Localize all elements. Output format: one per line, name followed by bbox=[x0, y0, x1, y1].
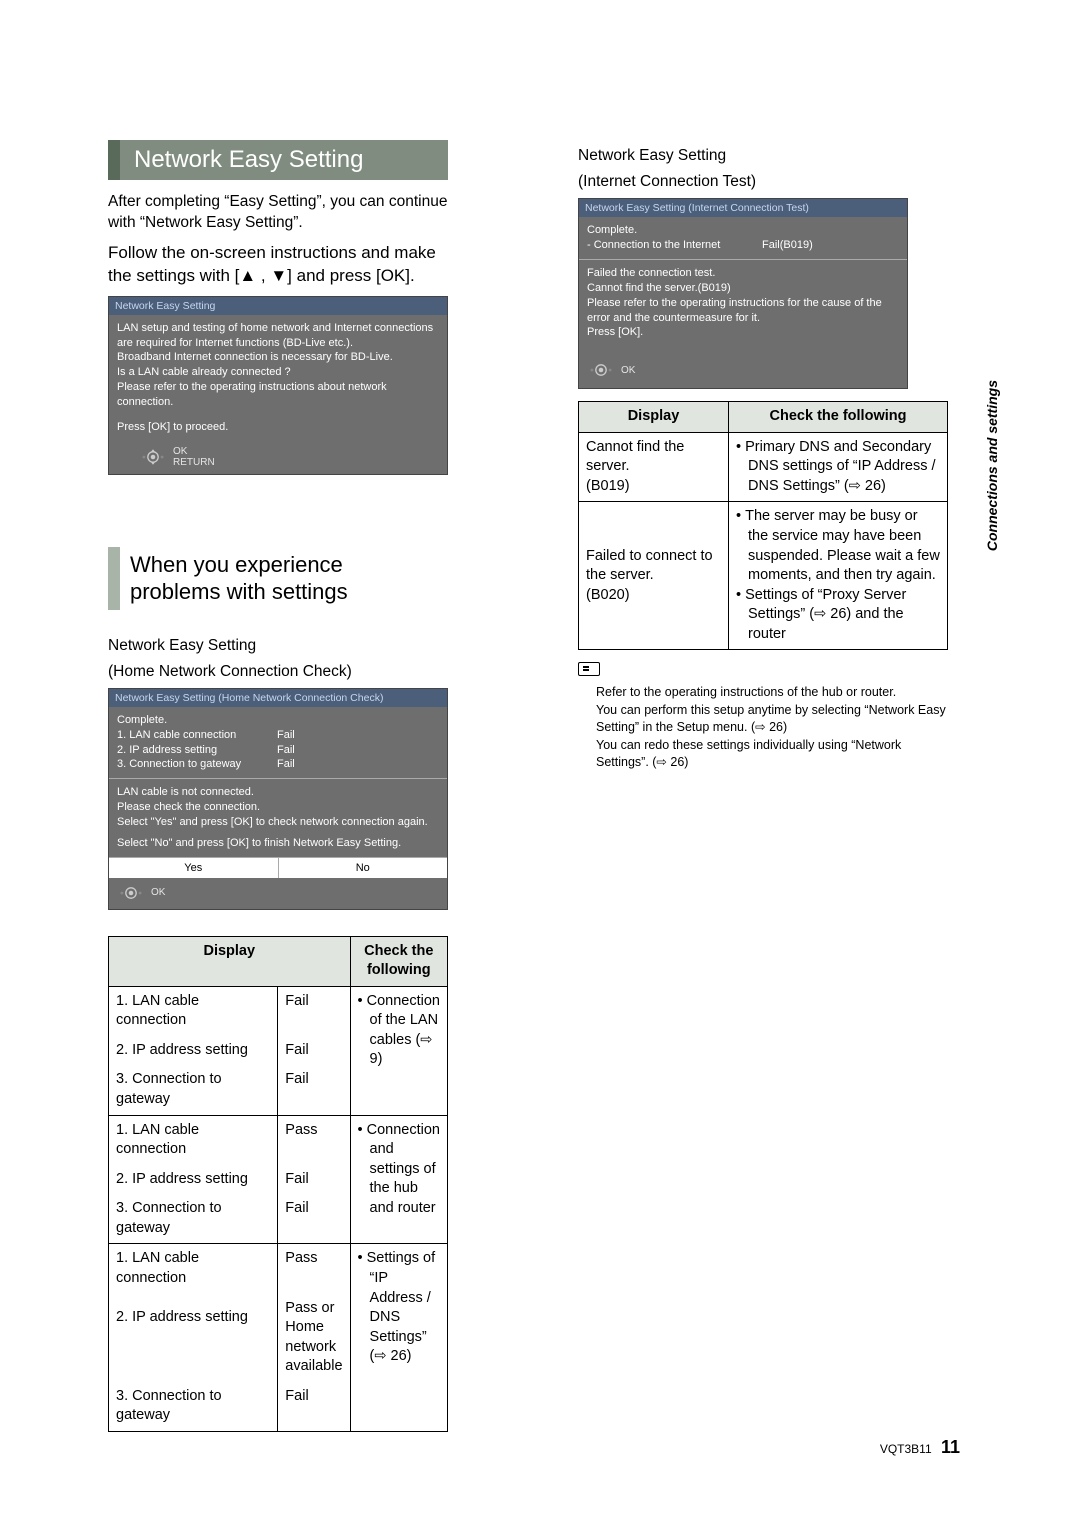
table-row-label: 1. LAN cable connection bbox=[109, 986, 278, 1036]
table-row-status: Pass bbox=[278, 1244, 350, 1294]
table-row-label: 3. Connection to gateway bbox=[109, 1382, 278, 1432]
table-row-status: Fail bbox=[278, 1036, 350, 1066]
table1-check-0: Connection of the LAN cables (⇨ 9) bbox=[358, 992, 440, 1070]
table-row-status: Fail bbox=[278, 1165, 350, 1195]
intro-text-2: Follow the on-screen instructions and ma… bbox=[108, 242, 448, 288]
page-footer: VQT3B11 11 bbox=[880, 1437, 960, 1458]
intro-text-1: After completing “Easy Setting”, you can… bbox=[108, 192, 448, 234]
table-row-label: 2. IP address setting bbox=[109, 1294, 278, 1382]
dialog-home-network-check: Network Easy Setting (Home Network Conne… bbox=[108, 688, 448, 910]
table2-row-check: Primary DNS and Secondary DNS settings o… bbox=[736, 438, 940, 497]
sub-heading-home-check: (Home Network Connection Check) bbox=[108, 662, 448, 682]
table-row-label: 2. IP address setting bbox=[109, 1036, 278, 1066]
note-line: You can redo these settings individually… bbox=[596, 737, 948, 772]
table2-row-check-item: Settings of “Proxy Server Settings” (⇨ 2… bbox=[736, 586, 940, 645]
dialog2-title: Network Easy Setting (Home Network Conne… bbox=[109, 689, 447, 707]
right-sub-2: (Internet Connection Test) bbox=[578, 172, 948, 192]
note-line: You can perform this setup anytime by se… bbox=[596, 702, 948, 737]
dialog3-row-label: - Connection to the Internet bbox=[587, 238, 762, 253]
dialog2-complete: Complete. bbox=[117, 713, 439, 728]
notes-block: Refer to the operating instructions of t… bbox=[578, 684, 948, 772]
table1-head-check: Check the following bbox=[350, 936, 447, 986]
dialog2-msg1: LAN cable is not connected. Please check… bbox=[117, 785, 439, 830]
dialog1-return-label: RETURN bbox=[173, 457, 215, 468]
dialog2-check-result: Fail bbox=[277, 743, 439, 758]
note-icon bbox=[578, 662, 600, 676]
dialog3-ok-label: OK bbox=[621, 365, 635, 376]
dialog1-line: Press [OK] to proceed. bbox=[117, 420, 439, 435]
dialog-network-easy-setting: Network Easy Setting LAN setup and testi… bbox=[108, 296, 448, 475]
table-row-status: Fail bbox=[278, 1382, 350, 1432]
dialog1-line: Please refer to the operating instructio… bbox=[117, 380, 439, 410]
heading-problems: When you experience problems with settin… bbox=[108, 547, 448, 610]
dialog-internet-test: Network Easy Setting (Internet Connectio… bbox=[578, 198, 908, 389]
footer-doc-code: VQT3B11 bbox=[880, 1442, 932, 1456]
dialog2-no-button[interactable]: No bbox=[279, 858, 448, 878]
nav-ok-icon bbox=[139, 447, 167, 467]
dialog1-line: Is a LAN cable already connected ? bbox=[117, 365, 439, 380]
dialog3-title: Network Easy Setting (Internet Connectio… bbox=[579, 199, 907, 217]
table2-row-display: Cannot find the server. (B019) bbox=[579, 432, 729, 502]
note-line: Refer to the operating instructions of t… bbox=[596, 684, 948, 702]
dialog2-msg2: Select "No" and press [OK] to finish Net… bbox=[117, 836, 439, 851]
table-row-label: 2. IP address setting bbox=[109, 1165, 278, 1195]
table-row-status: Fail bbox=[278, 1194, 350, 1244]
table-row-status: Pass bbox=[278, 1115, 350, 1165]
table-row-label: 3. Connection to gateway bbox=[109, 1194, 278, 1244]
footer-page-number: 11 bbox=[941, 1437, 960, 1457]
table2-row-display: Failed to connect to the server. (B020) bbox=[579, 502, 729, 650]
table-row-label: 1. LAN cable connection bbox=[109, 1244, 278, 1294]
nav-ok-icon bbox=[117, 883, 145, 903]
dialog1-title: Network Easy Setting bbox=[109, 297, 447, 315]
table2-head-display: Display bbox=[579, 402, 729, 433]
troubleshoot-table-home: Display Check the following 1. LAN cable… bbox=[108, 936, 448, 1432]
dialog2-yes-button[interactable]: Yes bbox=[109, 858, 279, 878]
heading-network-easy-setting: Network Easy Setting bbox=[108, 140, 448, 180]
dialog3-msg2: Cannot find the server.(B019) bbox=[587, 281, 899, 296]
table1-check-1: Connection and settings of the hub and r… bbox=[358, 1121, 440, 1219]
table1-head-display: Display bbox=[109, 936, 351, 986]
troubleshoot-table-internet: Display Check the following Cannot find … bbox=[578, 401, 948, 650]
table-row-status: Fail bbox=[278, 1065, 350, 1115]
table2-row-check-item: The server may be busy or the service ma… bbox=[736, 507, 940, 585]
table2-head-check: Check the following bbox=[729, 402, 948, 433]
table1-check-2: Settings of “IP Address / DNS Settings” … bbox=[358, 1249, 440, 1366]
dialog1-body: LAN setup and testing of home network an… bbox=[109, 315, 447, 441]
dialog2-check-result: Fail bbox=[277, 757, 439, 772]
dialog3-msg3: Please refer to the operating instructio… bbox=[587, 296, 899, 341]
dialog3-complete: Complete. bbox=[587, 223, 899, 238]
table-row-label: 3. Connection to gateway bbox=[109, 1065, 278, 1115]
dialog1-ok-label: OK bbox=[173, 446, 215, 457]
sub-heading-nes: Network Easy Setting bbox=[108, 636, 448, 656]
dialog2-check-label: 3. Connection to gateway bbox=[117, 757, 277, 772]
nav-ok-icon bbox=[587, 360, 615, 380]
dialog3-msg1: Failed the connection test. bbox=[587, 266, 899, 281]
dialog2-ok-label: OK bbox=[151, 887, 165, 898]
table-row-status: Fail bbox=[278, 986, 350, 1036]
table-row-label: 1. LAN cable connection bbox=[109, 1115, 278, 1165]
dialog1-line: LAN setup and testing of home network an… bbox=[117, 321, 439, 351]
section-tab: Connections and settings bbox=[984, 380, 1000, 551]
right-sub-1: Network Easy Setting bbox=[578, 146, 948, 166]
dialog2-check-label: 1. LAN cable connection bbox=[117, 728, 277, 743]
dialog2-check-label: 2. IP address setting bbox=[117, 743, 277, 758]
dialog2-check-result: Fail bbox=[277, 728, 439, 743]
table-row-status: Pass or Home network available bbox=[278, 1294, 350, 1382]
dialog3-row-result: Fail(B019) bbox=[762, 238, 899, 253]
dialog1-line: Broadband Internet connection is necessa… bbox=[117, 350, 439, 365]
